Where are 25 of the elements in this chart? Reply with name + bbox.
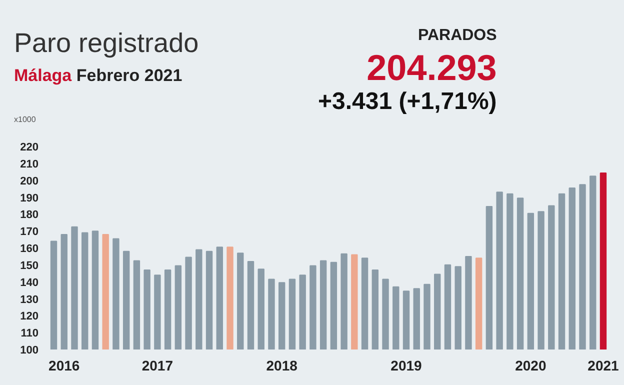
chart-subtitle: Málaga Febrero 2021 xyxy=(14,66,182,85)
chart-title: Paro registrado xyxy=(14,28,199,58)
y-tick-label: 120 xyxy=(20,310,39,323)
y-tick-label: 190 xyxy=(20,192,39,204)
x-tick-label: 2017 xyxy=(142,358,174,374)
text: PARADOS xyxy=(416,26,497,46)
y-axis-title: x1000 xyxy=(14,114,37,126)
text: 204.293 xyxy=(366,47,497,88)
y-tick-label: 150 xyxy=(20,260,39,272)
x-tick-label: 2021 xyxy=(588,358,620,374)
y-tick-label: 220 xyxy=(20,142,39,154)
text: +3.431 (+1,71%) xyxy=(318,88,497,116)
y-tick-label: 130 xyxy=(20,294,39,306)
x-tick-label: 2019 xyxy=(390,358,422,374)
y-tick-label: 210 xyxy=(20,158,39,170)
x-tick-label: 2018 xyxy=(266,358,298,374)
x-tick-label: 2016 xyxy=(48,358,80,374)
y-tick-label: 170 xyxy=(20,226,39,238)
x-tick-label: 2020 xyxy=(515,358,546,374)
y-tick-label: 200 xyxy=(20,175,39,188)
y-tick-label: 140 xyxy=(20,276,39,289)
y-tick-label: 180 xyxy=(20,209,39,222)
y-tick-label: 110 xyxy=(20,328,39,340)
y-tick-label: 100 xyxy=(20,344,39,356)
y-tick-label: 160 xyxy=(20,243,39,255)
